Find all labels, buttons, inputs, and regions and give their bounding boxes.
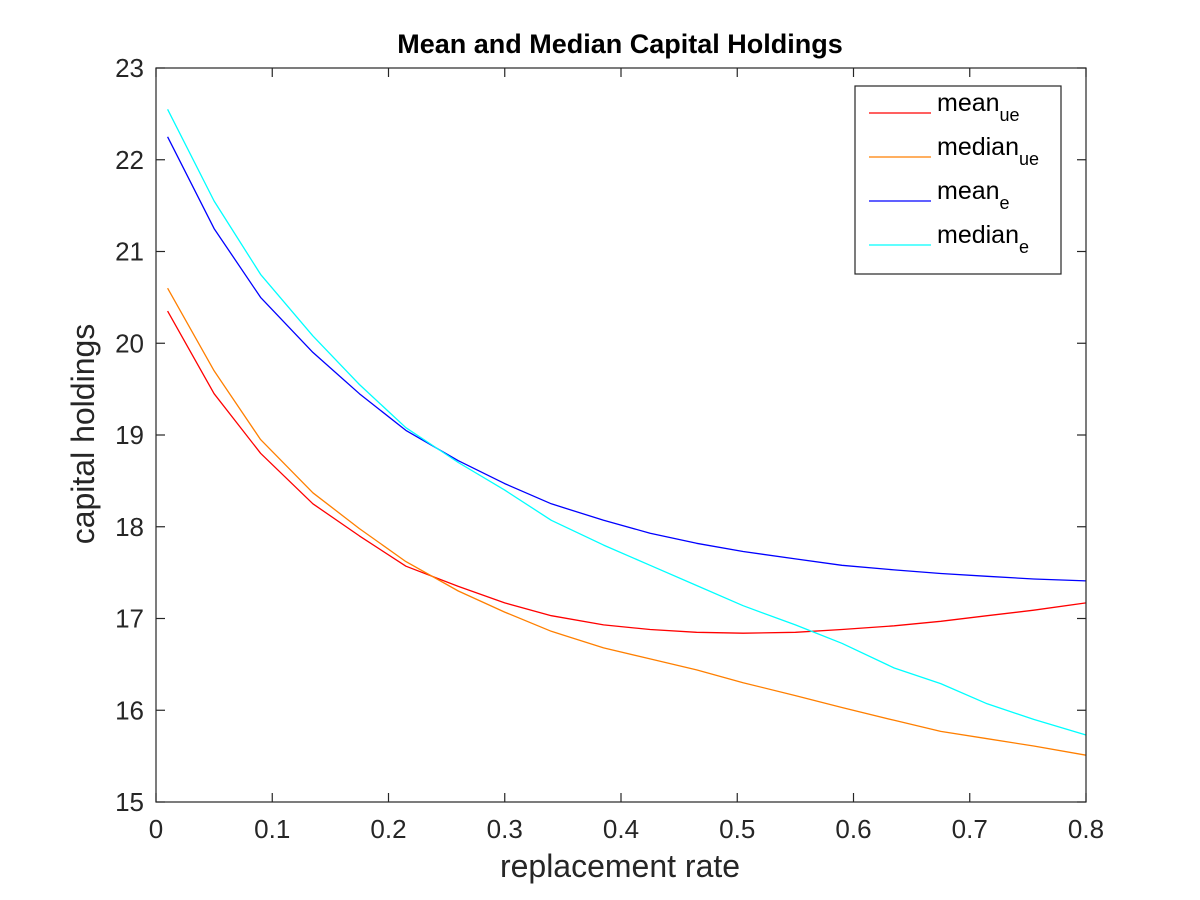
series-line-mean-e: [167, 136, 1087, 582]
chart-title: Mean and Median Capital Holdings: [397, 29, 843, 59]
x-tick-label: 0.3: [487, 814, 523, 844]
y-tick-label: 17: [115, 604, 144, 634]
legend-entry-subscript: ue: [1019, 149, 1039, 169]
series-line-median-ue: [167, 287, 1087, 756]
x-tick-label: 0: [149, 814, 163, 844]
legend-entry-subscript: ue: [1000, 105, 1020, 125]
legend-entry: meanue: [937, 89, 1020, 125]
x-tick-label: 0.2: [370, 814, 406, 844]
x-tick-label: 0.5: [719, 814, 755, 844]
legend-entry: medianue: [937, 133, 1039, 169]
series-line-median-e: [167, 109, 1087, 736]
y-tick-label: 22: [115, 145, 144, 175]
series-line-mean-ue: [167, 310, 1087, 634]
y-tick-label: 23: [115, 53, 144, 83]
y-tick-label: 21: [115, 237, 144, 267]
x-tick-label: 0.4: [603, 814, 639, 844]
legend-entry: mediane: [937, 221, 1029, 257]
legend-entry: meane: [937, 177, 1010, 213]
legend-entry-name: median: [937, 221, 1019, 249]
x-axis-label: replacement rate: [500, 848, 740, 884]
x-tick-label: 0.7: [952, 814, 988, 844]
legend-box: [854, 85, 1062, 275]
x-tick-label: 0.6: [835, 814, 871, 844]
y-tick-label: 18: [115, 512, 144, 542]
legend-entry-name: mean: [937, 89, 1000, 117]
y-tick-label: 20: [115, 328, 144, 358]
legend-entry-name: median: [937, 133, 1019, 161]
y-tick-label: 15: [115, 787, 144, 817]
y-tick-label: 16: [115, 695, 144, 725]
x-tick-label: 0.8: [1068, 814, 1104, 844]
legend-entry-subscript: e: [1000, 193, 1010, 213]
y-tick-label: 19: [115, 420, 144, 450]
x-tick-label: 0.1: [254, 814, 290, 844]
y-axis-label: capital holdings: [65, 324, 101, 545]
legend-entry-subscript: e: [1019, 237, 1029, 257]
legend-entry-name: mean: [937, 177, 1000, 205]
